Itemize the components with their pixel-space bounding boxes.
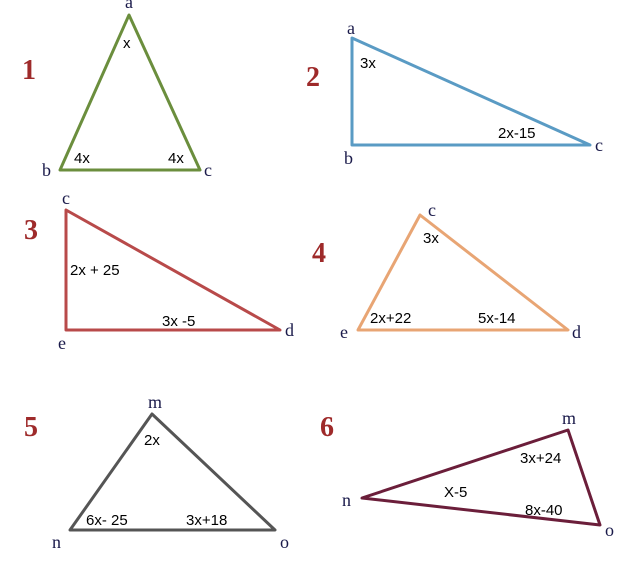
- triangle-shape-6: [362, 430, 600, 525]
- vertex-label-6-o: o: [605, 520, 614, 541]
- angle-label-6-1: 3x+24: [520, 450, 561, 467]
- angle-label-6-0: X-5: [444, 484, 467, 501]
- angle-label-6-2: 8x-40: [525, 502, 563, 519]
- vertex-label-6-m: m: [562, 408, 576, 429]
- vertex-label-6-n: n: [342, 490, 351, 511]
- triangle-6: [0, 0, 634, 575]
